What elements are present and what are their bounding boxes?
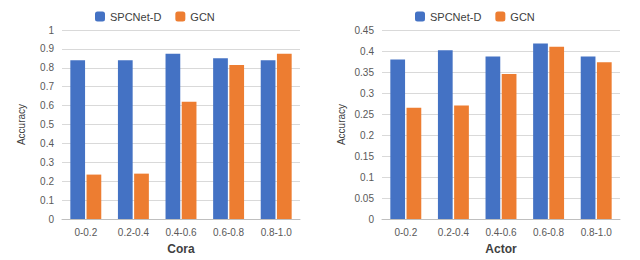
svg-text:0.6: 0.6 <box>40 100 54 111</box>
svg-text:0.5: 0.5 <box>40 119 54 130</box>
svg-text:SPCNet-D: SPCNet-D <box>430 11 481 23</box>
svg-text:0.3: 0.3 <box>360 88 374 99</box>
svg-text:SPCNet-D: SPCNet-D <box>110 11 161 23</box>
svg-text:0.3: 0.3 <box>40 157 54 168</box>
svg-text:0.1: 0.1 <box>360 172 374 183</box>
svg-text:Accuracy: Accuracy <box>16 104 27 145</box>
svg-text:0.45: 0.45 <box>355 25 375 36</box>
svg-text:Cora: Cora <box>167 242 195 256</box>
svg-text:0.4: 0.4 <box>360 46 374 57</box>
svg-text:0.15: 0.15 <box>355 151 375 162</box>
svg-text:0.8-1.0: 0.8-1.0 <box>261 227 293 238</box>
svg-text:0.25: 0.25 <box>355 109 375 120</box>
svg-text:0.6-0.8: 0.6-0.8 <box>213 227 245 238</box>
svg-text:0.2-0.4: 0.2-0.4 <box>438 227 470 238</box>
svg-text:0.35: 0.35 <box>355 67 375 78</box>
svg-text:0.6-0.8: 0.6-0.8 <box>533 227 565 238</box>
svg-text:Actor: Actor <box>485 242 517 256</box>
svg-text:1: 1 <box>48 25 54 36</box>
svg-text:0.2-0.4: 0.2-0.4 <box>118 227 150 238</box>
svg-text:0-0.2: 0-0.2 <box>74 227 97 238</box>
svg-text:0.1: 0.1 <box>40 195 54 206</box>
svg-text:Accuracy: Accuracy <box>336 104 347 145</box>
svg-text:0.4-0.6: 0.4-0.6 <box>165 227 197 238</box>
svg-text:0.4-0.6: 0.4-0.6 <box>485 227 517 238</box>
svg-text:0.8: 0.8 <box>40 62 54 73</box>
svg-text:0.4: 0.4 <box>40 138 54 149</box>
svg-text:0-0.2: 0-0.2 <box>394 227 417 238</box>
svg-text:0.7: 0.7 <box>40 81 54 92</box>
svg-text:0.9: 0.9 <box>40 43 54 54</box>
svg-text:GCN: GCN <box>510 11 535 23</box>
svg-text:0.2: 0.2 <box>360 130 374 141</box>
svg-text:0.2: 0.2 <box>40 176 54 187</box>
svg-text:0.05: 0.05 <box>355 193 375 204</box>
svg-text:0: 0 <box>48 214 54 225</box>
svg-text:0: 0 <box>368 214 374 225</box>
svg-text:0.8-1.0: 0.8-1.0 <box>581 227 613 238</box>
svg-text:GCN: GCN <box>190 11 215 23</box>
